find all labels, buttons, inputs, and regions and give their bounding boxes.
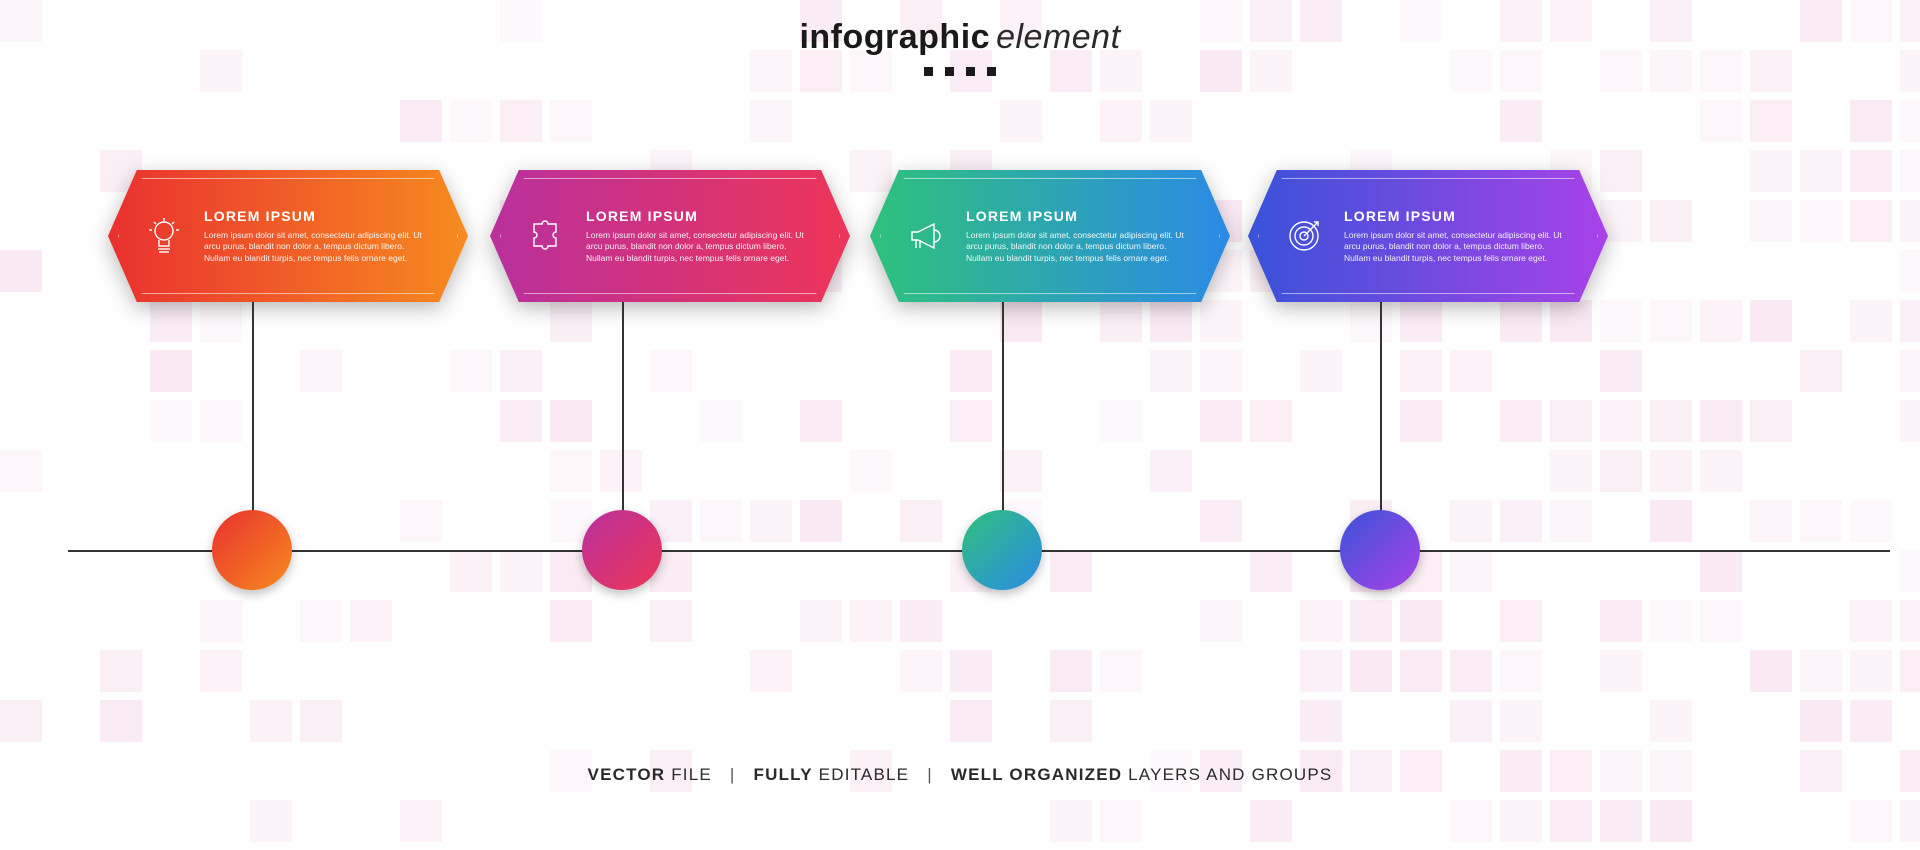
megaphone-icon bbox=[904, 214, 948, 258]
step-title: LOREM IPSUM bbox=[1344, 208, 1568, 224]
step-circle-3 bbox=[962, 510, 1042, 590]
decorative-dots bbox=[0, 67, 1920, 76]
title-italic-part: element bbox=[996, 18, 1120, 56]
footer-regular: LAYERS AND GROUPS bbox=[1122, 765, 1332, 784]
step-body: Lorem ipsum dolor sit amet, consectetur … bbox=[586, 230, 810, 264]
footer-bold: WELL ORGANIZED bbox=[951, 765, 1122, 784]
main-title: infographicelement bbox=[0, 18, 1920, 57]
footer-caption: VECTOR FILE | FULLY EDITABLE | WELL ORGANIZE… bbox=[0, 765, 1920, 785]
footer-separator: | bbox=[730, 765, 736, 784]
lightbulb-icon bbox=[142, 214, 186, 258]
header: infographicelement bbox=[0, 0, 1920, 76]
step-body: Lorem ipsum dolor sit amet, consectetur … bbox=[204, 230, 428, 264]
footer-bold: FULLY bbox=[754, 765, 813, 784]
footer-regular: FILE bbox=[665, 765, 712, 784]
step-title: LOREM IPSUM bbox=[966, 208, 1190, 224]
footer-separator: | bbox=[927, 765, 933, 784]
step-body: Lorem ipsum dolor sit amet, consectetur … bbox=[966, 230, 1190, 264]
footer-bold: VECTOR bbox=[588, 765, 666, 784]
step-card-1: LOREM IPSUM Lorem ipsum dolor sit amet, c… bbox=[108, 170, 468, 302]
step-circle-4 bbox=[1340, 510, 1420, 590]
footer-regular: EDITABLE bbox=[813, 765, 909, 784]
dot bbox=[924, 67, 933, 76]
step-card-3: LOREM IPSUM Lorem ipsum dolor sit amet, c… bbox=[870, 170, 1230, 302]
step-title: LOREM IPSUM bbox=[586, 208, 810, 224]
dot bbox=[945, 67, 954, 76]
puzzle-icon bbox=[524, 214, 568, 258]
step-body: Lorem ipsum dolor sit amet, consectetur … bbox=[1344, 230, 1568, 264]
step-title: LOREM IPSUM bbox=[204, 208, 428, 224]
title-bold-part: infographic bbox=[799, 18, 990, 56]
step-card-4: LOREM IPSUM Lorem ipsum dolor sit amet, c… bbox=[1248, 170, 1608, 302]
dot bbox=[987, 67, 996, 76]
step-circle-1 bbox=[212, 510, 292, 590]
dot bbox=[966, 67, 975, 76]
step-circle-2 bbox=[582, 510, 662, 590]
timeline: LOREM IPSUM Lorem ipsum dolor sit amet, c… bbox=[0, 170, 1920, 670]
step-card-2: LOREM IPSUM Lorem ipsum dolor sit amet, c… bbox=[490, 170, 850, 302]
target-icon bbox=[1282, 214, 1326, 258]
